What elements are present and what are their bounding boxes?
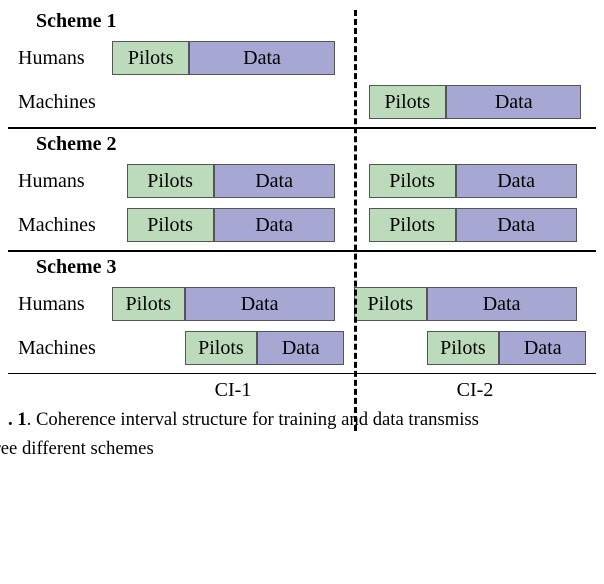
ci-2: PilotsData [354, 83, 596, 121]
pilots-block: Pilots [369, 85, 446, 119]
scheme-1-row-machines: Machines PilotsData [8, 83, 596, 121]
scheme-3-row-machines: MachinesPilotsDataPilotsData [8, 329, 596, 367]
data-block: Data [427, 287, 577, 321]
data-block: Data [214, 208, 335, 242]
scheme-separator [8, 250, 596, 252]
row-label-machines: Machines [8, 337, 112, 360]
pilots-block: Pilots [354, 287, 427, 321]
caption-figure-number: . 1 [8, 409, 27, 430]
data-block: Data [446, 85, 582, 119]
caption-text-line1: . Coherence interval structure for train… [27, 409, 479, 430]
data-block: Data [189, 41, 334, 75]
figure-caption-line2: three different schemes [0, 437, 568, 460]
scheme-2-row-machines: MachinesPilotsDataPilotsData [8, 206, 596, 244]
scheme-2-title: Scheme 2 [36, 133, 596, 156]
ci-1: PilotsData [112, 329, 354, 367]
ci-1: PilotsData [112, 162, 354, 200]
ci-1: PilotsData [112, 206, 354, 244]
scheme-1-title: Scheme 1 [36, 10, 596, 33]
figure-caption: . 1. Coherence interval structure for tr… [8, 408, 596, 431]
scheme-2-row-humans: HumansPilotsDataPilotsData [8, 162, 596, 200]
ci-1 [112, 83, 354, 121]
row-label-humans: Humans [8, 293, 112, 316]
coherence-interval-divider [354, 10, 357, 431]
pilots-block: Pilots [112, 287, 185, 321]
pilots-block: Pilots [112, 41, 189, 75]
scheme-3-row-humans: HumansPilotsDataPilotsData [8, 285, 596, 323]
row-label-machines: Machines [8, 91, 112, 114]
row-label-humans: Humans [8, 170, 112, 193]
ci-2: PilotsData [354, 162, 596, 200]
data-block: Data [499, 331, 586, 365]
data-block: Data [257, 331, 344, 365]
row-label-machines: Machines [8, 214, 112, 237]
data-block: Data [456, 164, 577, 198]
data-block: Data [185, 287, 335, 321]
figure-container: Scheme 1HumansPilotsDataMachinesPilotsDa… [8, 10, 596, 461]
scheme-separator [8, 127, 596, 129]
row-label-humans: Humans [8, 47, 112, 70]
scheme-3-title: Scheme 3 [36, 256, 596, 279]
ci-2: PilotsData [354, 329, 596, 367]
data-block: Data [456, 208, 577, 242]
ci-2 [354, 39, 596, 77]
ci-2: PilotsData [354, 285, 596, 323]
ci-1: PilotsData [112, 285, 354, 323]
ci-2: PilotsData [354, 206, 596, 244]
pilots-block: Pilots [427, 331, 500, 365]
pilots-block: Pilots [369, 208, 456, 242]
pilots-block: Pilots [369, 164, 456, 198]
pilots-block: Pilots [127, 164, 214, 198]
scheme-separator [8, 373, 596, 374]
pilots-block: Pilots [185, 331, 258, 365]
scheme-1-row-humans: HumansPilotsData [8, 39, 596, 77]
axis-label-ci-2: CI-2 [354, 379, 596, 402]
axis-row: CI-1CI-2 [8, 378, 596, 402]
axis-label-ci-1: CI-1 [112, 379, 354, 402]
data-block: Data [214, 164, 335, 198]
pilots-block: Pilots [127, 208, 214, 242]
ci-1: PilotsData [112, 39, 354, 77]
